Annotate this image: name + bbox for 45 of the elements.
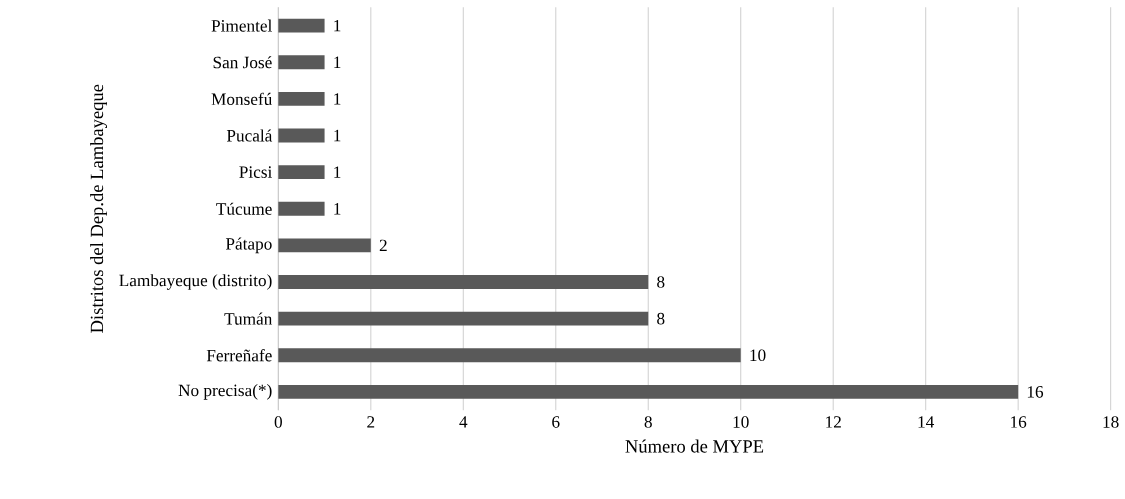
y-tick-label: Pátapo xyxy=(225,237,272,254)
y-tick-label: Monsefú xyxy=(211,92,273,106)
x-tick-label: 6 xyxy=(552,416,560,428)
data-label: 1 xyxy=(334,166,341,178)
bar xyxy=(278,91,325,106)
y-tick-label: San José xyxy=(213,56,272,69)
y-tick-label: Pimentel xyxy=(211,19,272,32)
x-tick-label: 10 xyxy=(733,416,749,428)
data-label: 8 xyxy=(657,276,665,288)
bar xyxy=(278,311,649,326)
bar xyxy=(278,165,325,180)
x-tick-label: 4 xyxy=(459,416,468,428)
x-tick-label: 14 xyxy=(918,416,935,428)
x-tick-label: 16 xyxy=(1011,416,1027,428)
data-label: 2 xyxy=(379,239,387,252)
data-label: 1 xyxy=(334,93,341,105)
x-tick-label: 12 xyxy=(826,416,841,428)
data-label: 1 xyxy=(334,56,341,68)
y-tick-label: Lambayeque (distrito) xyxy=(119,274,272,290)
y-tick-label: Tumán xyxy=(224,312,273,325)
x-tick-label: 2 xyxy=(367,416,375,428)
data-label: 10 xyxy=(750,349,766,362)
x-axis-title: Número de MYPE xyxy=(625,439,764,453)
y-tick-label: No precisa(*) xyxy=(178,384,272,400)
x-tick-label: 0 xyxy=(274,416,282,428)
data-label: 8 xyxy=(657,312,665,325)
data-label: 1 xyxy=(334,19,341,32)
bar xyxy=(278,275,649,289)
bar xyxy=(278,201,325,216)
y-axis-title: Distritos del Dep.de Lambayeque xyxy=(90,84,107,333)
bar xyxy=(278,55,325,70)
data-label: 1 xyxy=(334,129,341,142)
y-tick-label: Pucalá xyxy=(226,129,273,142)
x-tick-label: 18 xyxy=(1103,416,1119,428)
data-label: 1 xyxy=(334,203,341,215)
bar xyxy=(278,348,741,363)
y-tick-label: Túcume xyxy=(216,202,272,215)
bar xyxy=(278,128,325,143)
bar xyxy=(278,238,371,253)
y-tick-label: Picsi xyxy=(239,166,272,178)
data-label: 16 xyxy=(1027,386,1044,398)
bar xyxy=(278,384,1019,399)
bar xyxy=(278,18,325,33)
x-tick-label: 8 xyxy=(644,416,652,428)
y-tick-label: Ferreñafe xyxy=(206,349,272,362)
